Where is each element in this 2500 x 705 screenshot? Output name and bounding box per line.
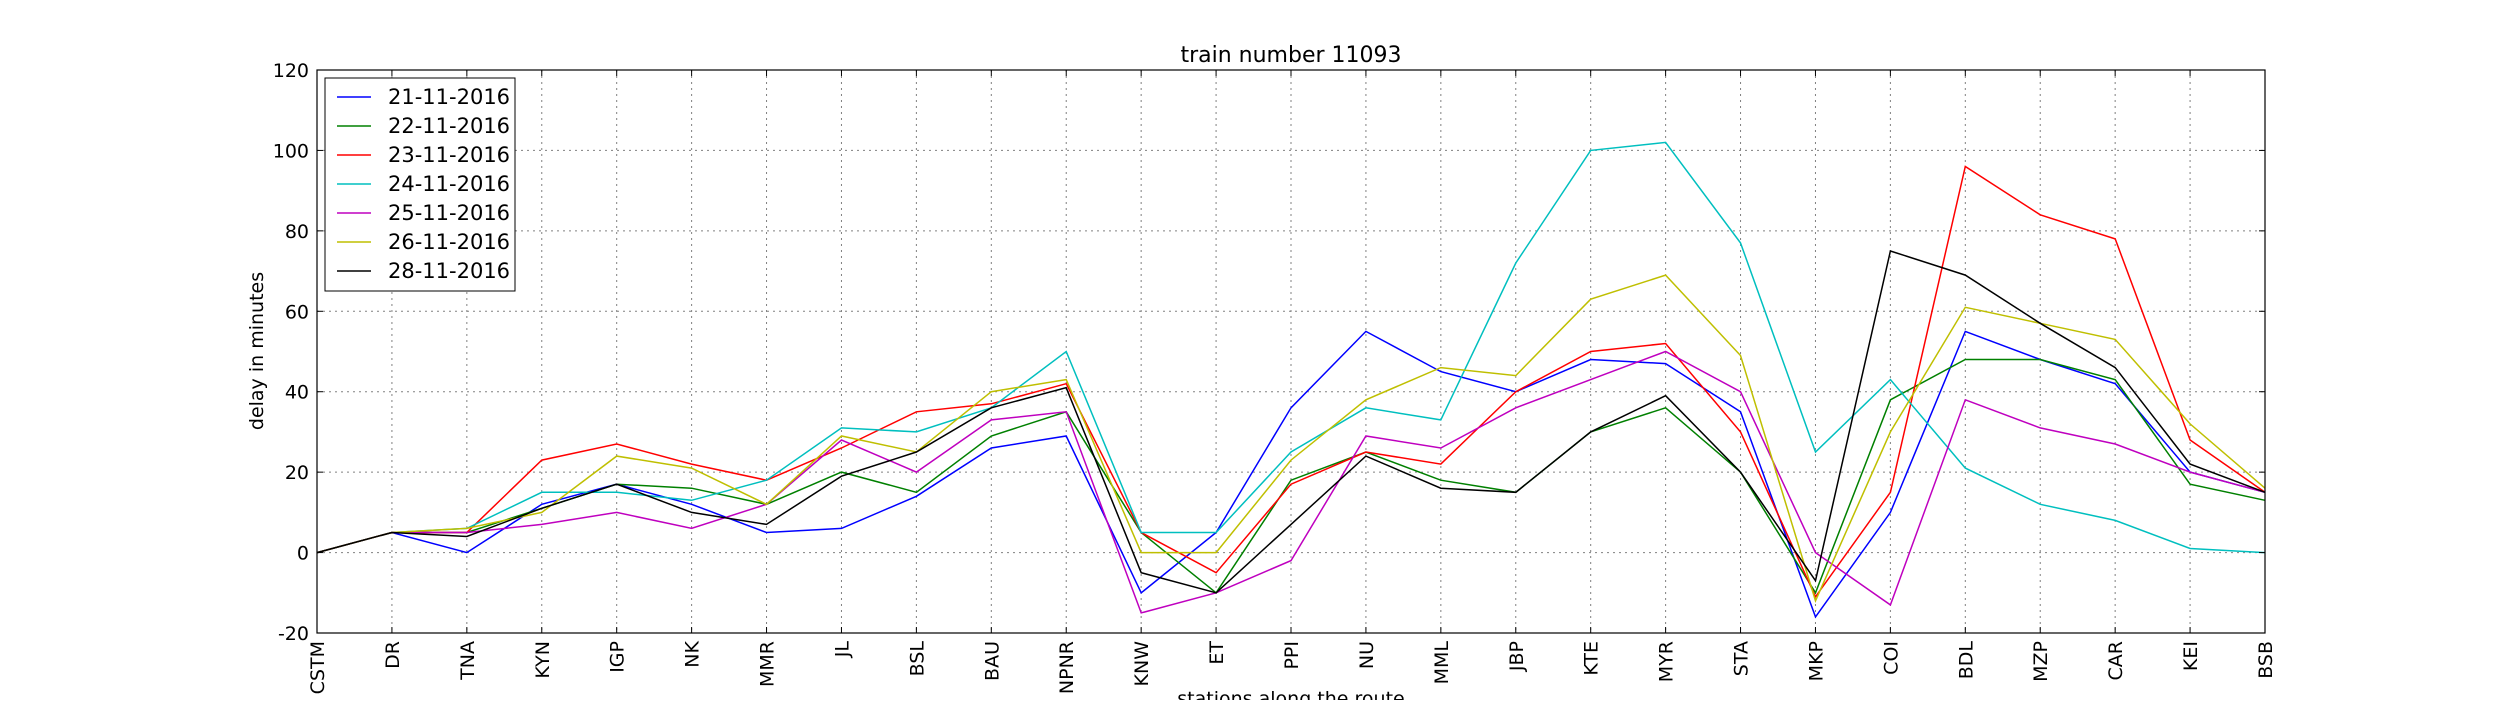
x-tick-label: JL: [831, 641, 853, 659]
y-tick-label: 80: [285, 221, 309, 243]
y-tick-label: 0: [297, 543, 309, 565]
x-tick-label: NPNR: [1056, 641, 1078, 694]
series-line-24-11-2016: [316, 141, 2266, 554]
y-tick-label: 120: [273, 60, 309, 82]
legend-label: 24-11-2016: [388, 172, 510, 196]
x-tick-label: KYN: [532, 641, 554, 679]
chart-title: train number 11093: [1180, 43, 1401, 68]
x-tick-label: MZP: [2030, 641, 2052, 682]
x-tick-layer: CSTM DR TNA KYN IGP NK MMR JL BSL BAU NPNR KNW ET PPI…: [307, 70, 2277, 694]
series-line-23-11-2016: [316, 165, 2266, 599]
x-tick-label: NU: [1356, 641, 1378, 669]
y-tick-label: 20: [285, 462, 309, 484]
legend-entries: 21-11-2016 22-11-2016 23-11-2016 24-11-2016…: [337, 85, 510, 283]
x-tick-label: BAU: [981, 641, 1003, 681]
x-tick-label: KTE: [1581, 641, 1603, 676]
x-tick-label: MMR: [757, 641, 779, 687]
x-tick-label: CSTM: [307, 641, 329, 694]
y-tick-layer: -20 0 20 40 60 80 100 120: [273, 60, 2265, 645]
x-tick-label: KEI: [2180, 641, 2202, 671]
legend: 21-11-2016 22-11-2016 23-11-2016 24-11-2016…: [324, 77, 516, 292]
x-tick-label: TNA: [457, 641, 479, 681]
series-line-26-11-2016: [316, 274, 2266, 603]
x-tick-label: MKP: [1805, 641, 1827, 681]
x-tick-label: IGP: [607, 641, 629, 673]
x-tick-label: MML: [1431, 641, 1453, 685]
x-tick-label: DR: [382, 641, 404, 669]
y-tick-label: 40: [285, 382, 309, 404]
series-line-21-11-2016: [316, 330, 2266, 619]
y-tick-label: 60: [285, 301, 309, 323]
x-tick-label: JBP: [1506, 641, 1528, 672]
x-tick-label: KNW: [1131, 641, 1153, 687]
series-line-22-11-2016: [316, 358, 2266, 595]
x-tick-label: STA: [1731, 641, 1753, 676]
x-tick-label: BSL: [906, 641, 928, 677]
x-tick-label: CAR: [2105, 641, 2127, 680]
y-axis-title: delay in minutes: [246, 272, 268, 430]
y-tick-label: 100: [273, 140, 309, 162]
series-layer: [316, 141, 2266, 619]
x-tick-label: MYR: [1656, 641, 1678, 682]
series-line-28-11-2016: [316, 250, 2266, 594]
series-line-25-11-2016: [316, 350, 2266, 614]
x-tick-label: PPI: [1281, 641, 1303, 670]
legend-label: 28-11-2016: [388, 259, 510, 283]
legend-label: 23-11-2016: [388, 143, 510, 167]
x-tick-label: BSB: [2255, 641, 2277, 679]
legend-label: 21-11-2016: [388, 85, 510, 109]
x-tick-label: NK: [682, 640, 704, 667]
y-tick-label: -20: [278, 623, 309, 645]
x-tick-label: ET: [1206, 641, 1228, 665]
x-tick-label: COI: [1880, 641, 1902, 675]
legend-label: 26-11-2016: [388, 230, 510, 254]
x-axis-title: stations along the route: [1177, 688, 1404, 700]
x-tick-label: BDL: [1955, 641, 1977, 680]
legend-label: 22-11-2016: [388, 114, 510, 138]
grid-layer: [317, 70, 2265, 633]
legend-label: 25-11-2016: [388, 201, 510, 225]
